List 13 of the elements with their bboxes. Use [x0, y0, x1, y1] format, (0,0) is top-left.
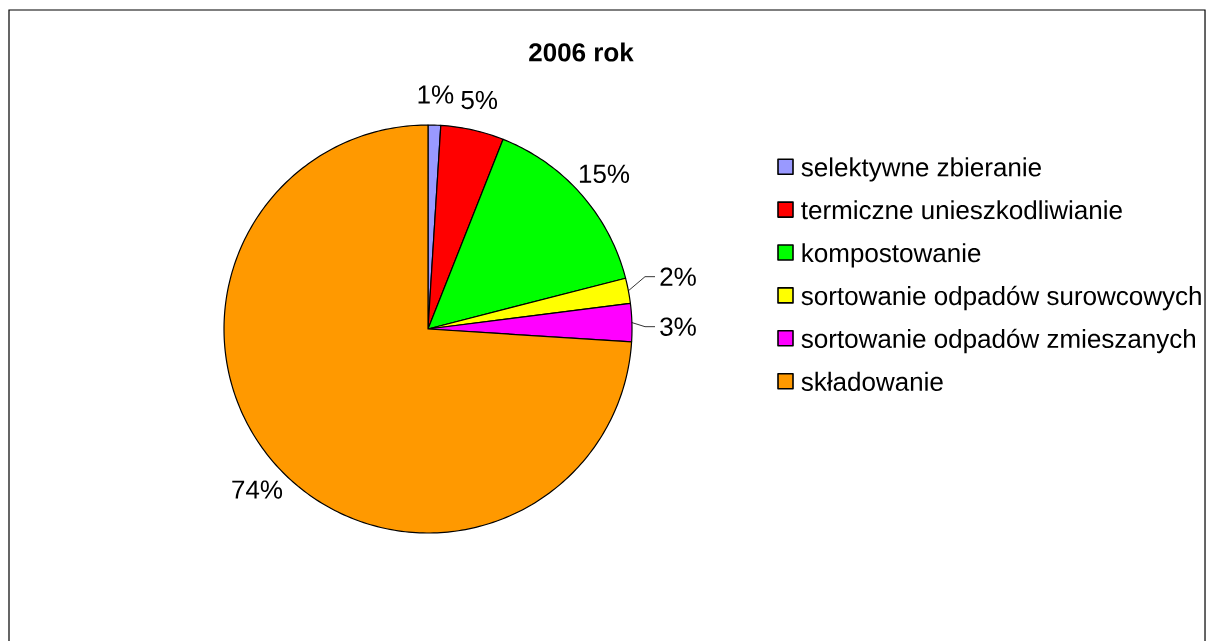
data-label: 2% [660, 267, 696, 286]
legend-label: selektywne zbieranie [801, 157, 1041, 182]
data-label: 74% [232, 480, 283, 499]
legend-label: sortowanie odpadów zmieszanych [801, 328, 1196, 354]
legend-label: składowanie [801, 371, 943, 391]
data-label: 1% [418, 85, 454, 104]
legend-label: termiczne unieszkodliwianie [801, 200, 1122, 220]
legend-label: sortowanie odpadów surowcowych [801, 285, 1201, 311]
legend-label: kompostowanie [802, 243, 981, 268]
chart-title: 2006 rok [529, 42, 634, 62]
data-label: 15% [579, 164, 630, 183]
data-label: 5% [461, 90, 498, 110]
data-label: 3% [660, 317, 696, 336]
